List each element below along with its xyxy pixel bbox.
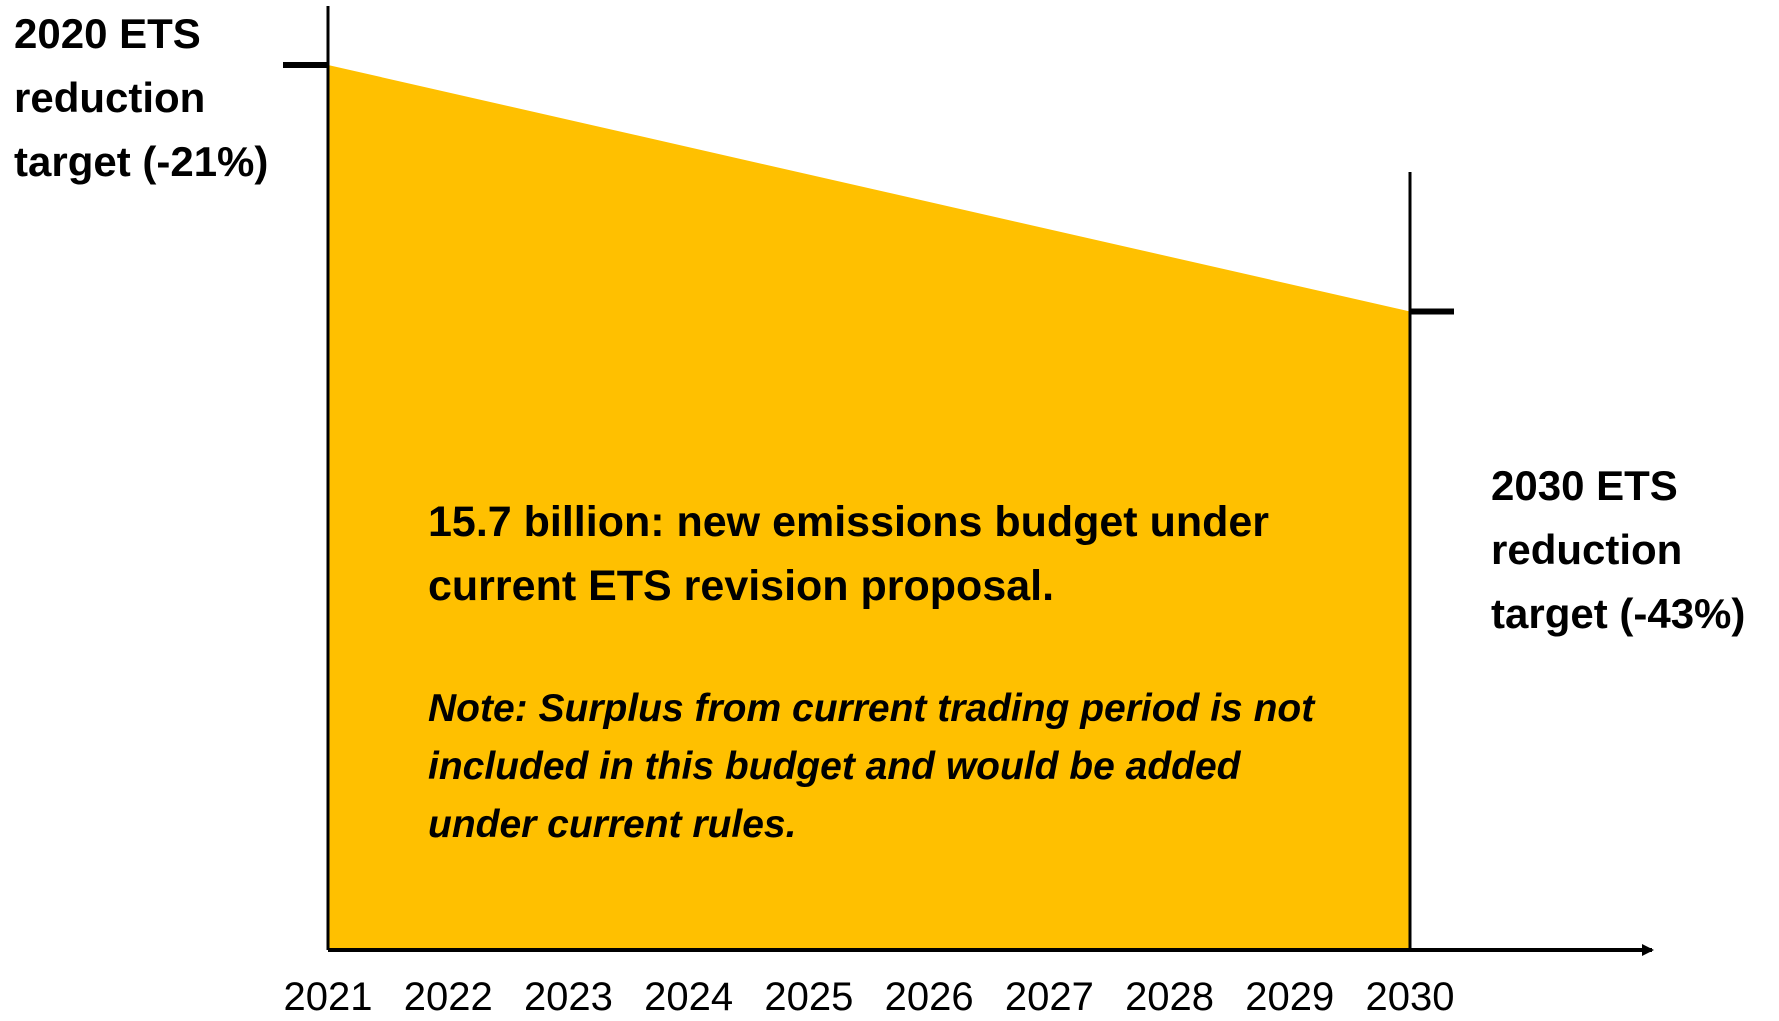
x-tick-label: 2025 bbox=[764, 975, 853, 1019]
x-tick-label: 2024 bbox=[644, 975, 733, 1019]
x-tick-label: 2021 bbox=[284, 975, 373, 1019]
x-tick-label: 2026 bbox=[885, 975, 974, 1019]
x-tick-label: 2023 bbox=[524, 975, 613, 1019]
start-target-label: 2020 ETS reduction target (-21%) bbox=[14, 10, 269, 185]
x-tick-label: 2030 bbox=[1366, 975, 1455, 1019]
budget-annotation: 15.7 billion: new emissions budget under… bbox=[428, 498, 1270, 610]
emissions-budget-area bbox=[328, 65, 1410, 950]
x-tick-label: 2027 bbox=[1005, 975, 1094, 1019]
end-target-label: 2030 ETS reduction target (-43%) bbox=[1491, 462, 1746, 637]
x-axis-tick-labels: 2021 2022 2023 2024 2025 2026 2027 2028 2029 2030 bbox=[284, 975, 1455, 1019]
x-tick-label: 2028 bbox=[1125, 975, 1214, 1019]
x-tick-label: 2022 bbox=[404, 975, 493, 1019]
surplus-note: Note: Surplus from current trading perio… bbox=[428, 687, 1315, 846]
x-tick-label: 2029 bbox=[1245, 975, 1334, 1019]
